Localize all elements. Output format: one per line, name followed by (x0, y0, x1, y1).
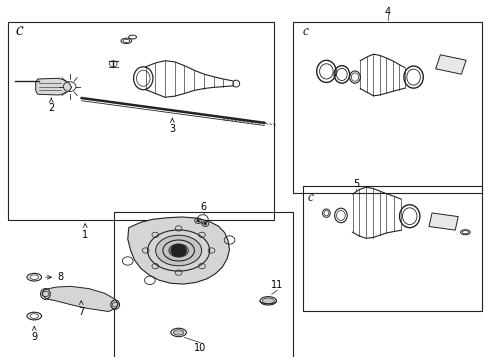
Bar (303, 186, 482, 311)
Text: 2: 2 (48, 98, 54, 113)
Circle shape (204, 223, 207, 225)
Circle shape (196, 220, 199, 222)
Polygon shape (128, 217, 229, 284)
Text: 3: 3 (169, 118, 175, 134)
Text: 11: 11 (271, 280, 284, 290)
Ellipse shape (156, 235, 202, 266)
Bar (114, 212, 294, 360)
Polygon shape (43, 286, 118, 311)
Text: 8: 8 (46, 272, 64, 282)
Ellipse shape (173, 330, 184, 335)
Text: $\mathcal{C}$: $\mathcal{C}$ (15, 25, 24, 38)
Polygon shape (36, 78, 72, 95)
Bar (294, 22, 482, 193)
Text: 10: 10 (195, 343, 207, 353)
Text: 6: 6 (201, 202, 207, 212)
Text: $\mathcal{C}$: $\mathcal{C}$ (302, 26, 309, 37)
Bar (8, 22, 274, 220)
Text: 9: 9 (31, 327, 37, 342)
Text: 1: 1 (82, 224, 88, 240)
Text: 4: 4 (385, 7, 391, 17)
Polygon shape (436, 55, 466, 74)
Text: $\mathcal{C}$: $\mathcal{C}$ (307, 192, 314, 203)
Polygon shape (429, 213, 458, 230)
Circle shape (171, 244, 186, 257)
Text: 5: 5 (353, 179, 360, 189)
Ellipse shape (262, 298, 274, 304)
Text: 7: 7 (78, 301, 84, 317)
